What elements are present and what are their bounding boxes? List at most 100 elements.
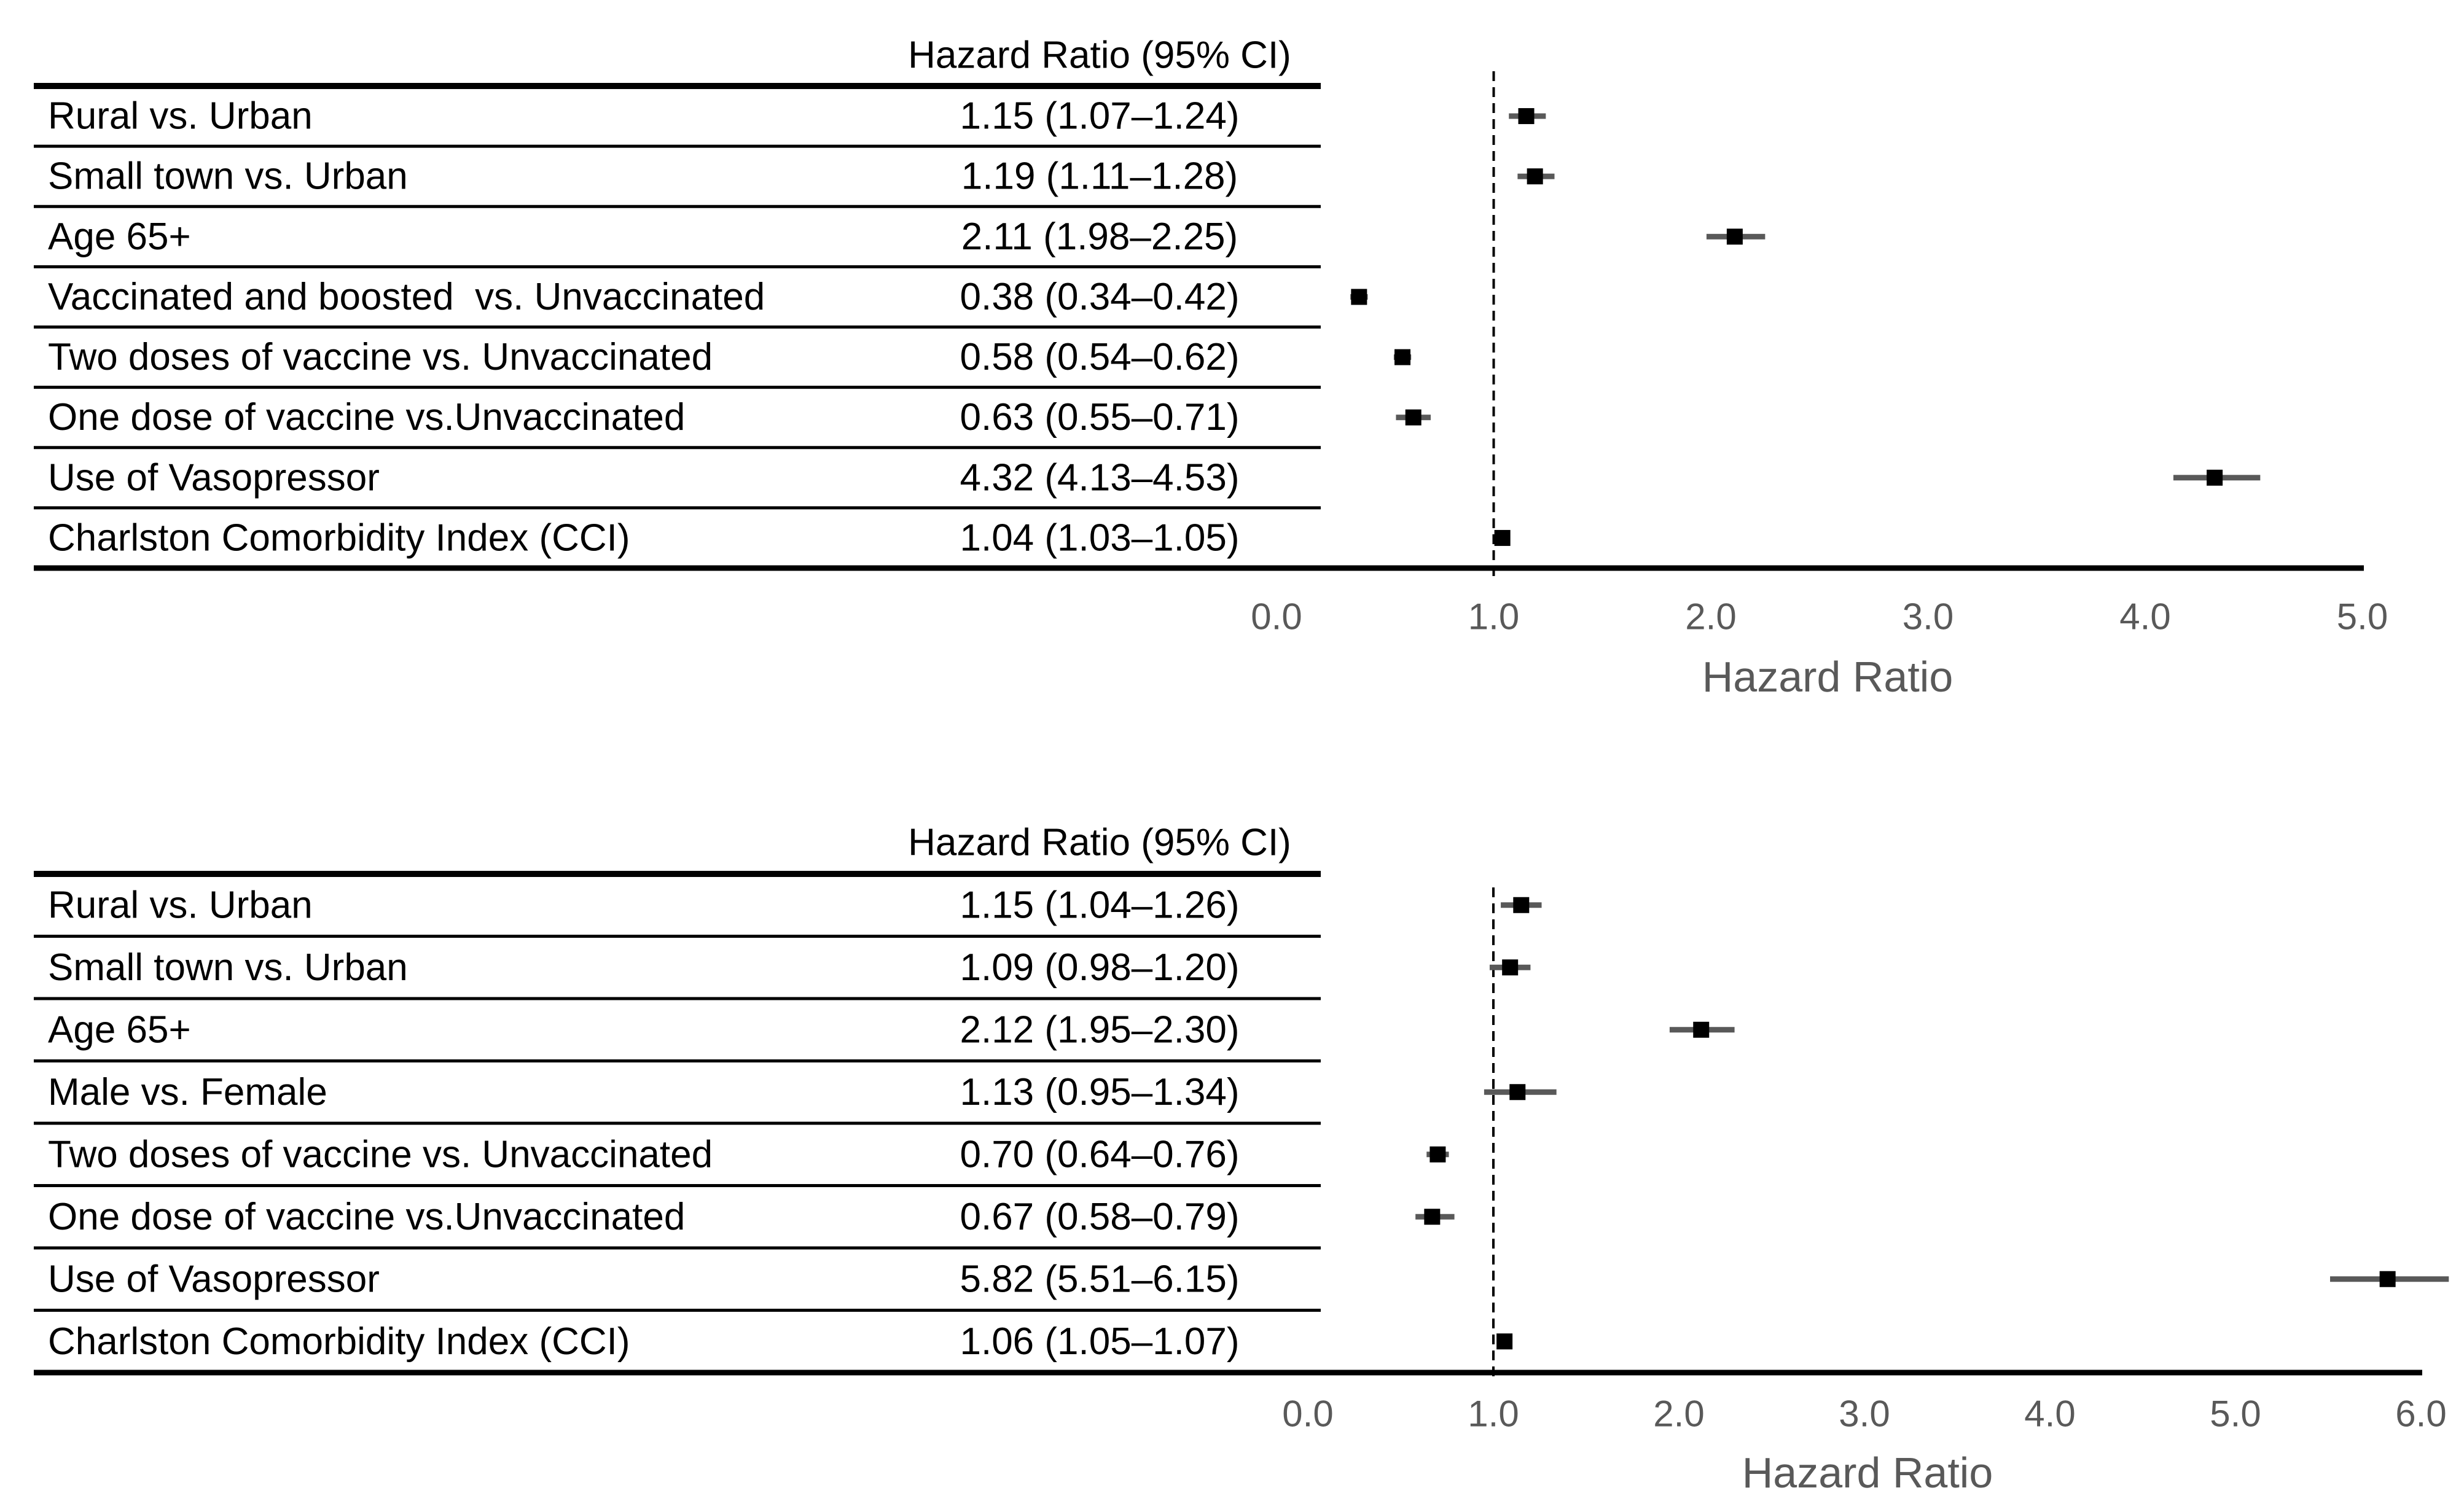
row-label: Use of Vasopressor <box>48 1258 380 1300</box>
row-estimate-text: 0.67 (0.58–0.79) <box>960 1196 1239 1238</box>
row-estimate-text: 1.15 (1.04–1.26) <box>960 884 1239 926</box>
row-label: Two doses of vaccine vs. Unvaccinated <box>48 1133 713 1175</box>
row-label: Rural vs. Urban <box>48 95 313 138</box>
row-estimate-text: 2.11 (1.98–2.25) <box>961 216 1238 258</box>
point-estimate-marker <box>1513 897 1530 913</box>
row-label: Male vs. Female <box>48 1071 327 1113</box>
x-tick-label: 3.0 <box>1903 596 1953 637</box>
x-tick-label: 1.0 <box>1468 1393 1519 1435</box>
x-axis-title: Hazard Ratio <box>1742 1449 1993 1497</box>
point-estimate-marker <box>1527 168 1543 185</box>
table-row: Rural vs. Urban 1.15 (1.07–1.24) <box>48 95 1240 138</box>
point-estimate-marker <box>1494 529 1511 546</box>
point-estimate-marker <box>1502 959 1519 976</box>
point-estimate-marker <box>2379 1271 2396 1287</box>
table-row: Small town vs. Urban 1.09 (0.98–1.20) <box>48 946 1240 989</box>
forest-row-marker-group <box>1509 108 1546 125</box>
row-estimate-text: 4.32 (4.13–4.53) <box>960 456 1239 499</box>
row-label: Age 65+ <box>48 1008 191 1051</box>
row-label: Charlston Comorbidity Index (CCI) <box>48 1320 630 1363</box>
row-estimate-text: 1.13 (0.95–1.34) <box>960 1071 1239 1113</box>
forest-row-marker-group <box>1501 897 1542 913</box>
point-estimate-marker <box>1394 349 1411 365</box>
point-estimate-marker <box>1424 1209 1441 1225</box>
forest-row-marker-group <box>2173 469 2261 486</box>
x-axis-title: Hazard Ratio <box>1702 653 1953 701</box>
point-estimate-marker <box>1496 1333 1513 1350</box>
row-label: Use of Vasopressor <box>48 456 380 499</box>
x-tick-label: 2.0 <box>1653 1393 1704 1435</box>
forest-panel-2: Hazard Ratio (95% CI) Rural vs. Urban 1.15… <box>34 822 2449 1497</box>
point-estimate-marker <box>2207 469 2223 486</box>
x-tick-label: 3.0 <box>1839 1393 1890 1435</box>
forest-row-marker-group <box>2330 1271 2449 1287</box>
row-label: Small town vs. Urban <box>48 946 408 989</box>
point-estimate-marker <box>1518 108 1535 125</box>
row-estimate-text: 1.09 (0.98–1.20) <box>960 946 1239 989</box>
x-tick-label: 0.0 <box>1282 1393 1333 1435</box>
x-tick-label: 0.0 <box>1251 596 1302 637</box>
table-row: Small town vs. Urban 1.19 (1.11–1.28) <box>48 155 1238 198</box>
row-label: Small town vs. Urban <box>48 155 408 198</box>
table-row: Vaccinated and boosted vs. Unvaccinated 0… <box>48 276 1240 318</box>
table-row: Two doses of vaccine vs. Unvaccinated 0.7… <box>48 1133 1240 1175</box>
row-estimate-text: 0.70 (0.64–0.76) <box>960 1133 1239 1175</box>
row-estimate-text: 1.19 (1.11–1.28) <box>961 155 1238 198</box>
row-estimate-text: 1.04 (1.03–1.05) <box>960 516 1239 559</box>
forest-row-marker-group <box>1706 228 1766 245</box>
x-tick-label: 1.0 <box>1468 596 1519 637</box>
table-row: One dose of vaccine vs.Unvaccinated 0.63 … <box>48 396 1240 438</box>
forest-row-marker-group <box>1494 529 1511 546</box>
point-estimate-marker <box>1351 289 1367 305</box>
row-estimate-text: 1.15 (1.07–1.24) <box>960 95 1239 138</box>
table-row: Male vs. Female 1.13 (0.95–1.34) <box>48 1071 1240 1113</box>
point-estimate-marker <box>1509 1084 1526 1101</box>
x-tick-label: 5.0 <box>2210 1393 2261 1435</box>
point-estimate-marker <box>1429 1146 1446 1163</box>
column-header: Hazard Ratio (95% CI) <box>908 34 1291 77</box>
table-row: Rural vs. Urban 1.15 (1.04–1.26) <box>48 884 1240 926</box>
row-label: Rural vs. Urban <box>48 884 313 926</box>
forest-row-marker-group <box>1396 409 1431 426</box>
table-row: Use of Vasopressor 5.82 (5.51–6.15) <box>48 1258 1240 1300</box>
row-label: Vaccinated and boosted vs. Unvaccinated <box>48 276 765 318</box>
row-estimate-text: 0.63 (0.55–0.71) <box>960 396 1239 438</box>
row-estimate-text: 1.06 (1.05–1.07) <box>960 1320 1239 1363</box>
forest-row-marker-group <box>1415 1209 1455 1225</box>
forest-row-marker-group <box>1426 1146 1449 1163</box>
row-estimate-text: 5.82 (5.51–6.15) <box>960 1258 1239 1300</box>
point-estimate-marker <box>1726 228 1743 245</box>
forest-row-marker-group <box>1393 349 1412 365</box>
column-header: Hazard Ratio (95% CI) <box>908 822 1291 864</box>
forest-row-marker-group <box>1496 1333 1513 1350</box>
forest-row-marker-group <box>1517 168 1555 185</box>
x-tick-label: 2.0 <box>1685 596 1736 637</box>
row-label: One dose of vaccine vs.Unvaccinated <box>48 1196 685 1238</box>
table-row: Charlston Comorbidity Index (CCI) 1.06 (1… <box>48 1320 1240 1363</box>
point-estimate-marker <box>1693 1021 1710 1038</box>
forest-row-marker-group <box>1489 959 1531 976</box>
forest-row-marker-group <box>1669 1021 1735 1038</box>
forest-row-marker-group <box>1484 1084 1557 1101</box>
forest-panel-1: Hazard Ratio (95% CI) Rural vs. Urban 1.15… <box>34 34 2388 701</box>
point-estimate-marker <box>1405 409 1422 426</box>
table-row: Charlston Comorbidity Index (CCI) 1.04 (1… <box>48 516 1240 559</box>
table-row: Two doses of vaccine vs. Unvaccinated 0.5… <box>48 336 1240 378</box>
table-row: Age 65+ 2.11 (1.98–2.25) <box>48 216 1238 258</box>
table-row: Age 65+ 2.12 (1.95–2.30) <box>48 1008 1240 1051</box>
row-label: Two doses of vaccine vs. Unvaccinated <box>48 336 713 378</box>
row-label: Age 65+ <box>48 216 191 258</box>
table-row: One dose of vaccine vs.Unvaccinated 0.67 … <box>48 1196 1240 1238</box>
row-estimate-text: 2.12 (1.95–2.30) <box>960 1008 1239 1051</box>
x-tick-label: 4.0 <box>2024 1393 2075 1435</box>
row-estimate-text: 0.58 (0.54–0.62) <box>960 336 1239 378</box>
row-label: One dose of vaccine vs.Unvaccinated <box>48 396 685 438</box>
x-tick-label: 4.0 <box>2119 596 2170 637</box>
row-label: Charlston Comorbidity Index (CCI) <box>48 516 630 559</box>
table-row: Use of Vasopressor 4.32 (4.13–4.53) <box>48 456 1240 499</box>
x-tick-label: 5.0 <box>2337 596 2388 637</box>
forest-row-marker-group <box>1350 289 1368 305</box>
row-estimate-text: 0.38 (0.34–0.42) <box>960 276 1239 318</box>
